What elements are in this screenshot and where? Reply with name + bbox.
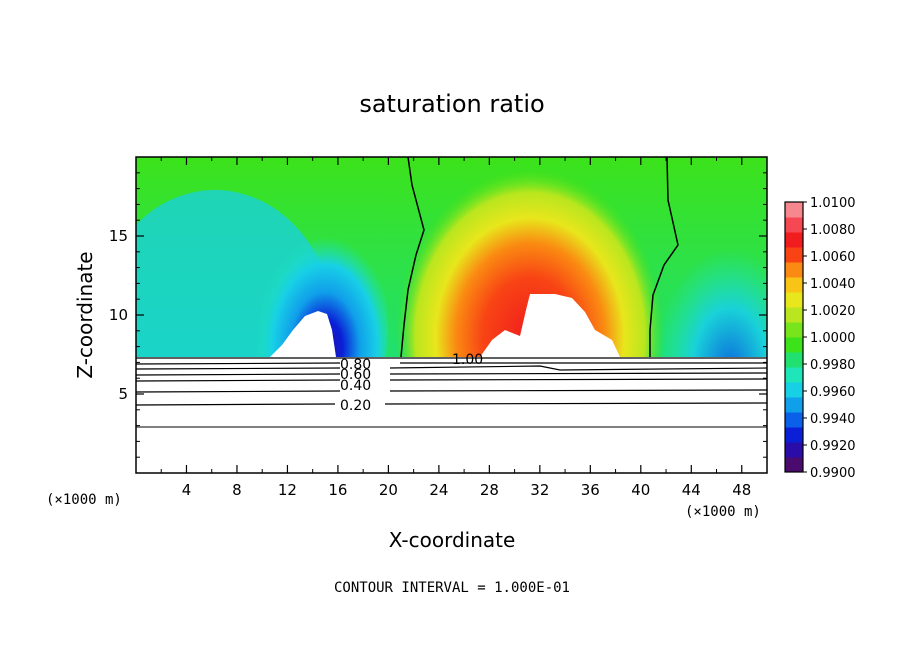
colorbar-segment bbox=[785, 307, 803, 323]
colorbar-segment bbox=[785, 457, 803, 473]
colorbar-tick-label: 1.0100 bbox=[810, 196, 856, 211]
colorbar-segment bbox=[785, 217, 803, 233]
contour-label-5: 0.20 bbox=[340, 398, 371, 414]
colorbar-tick-label: 1.0040 bbox=[810, 277, 856, 292]
x-unit-left: (×1000 m) bbox=[46, 492, 122, 508]
colorbar-tick-label: 0.9900 bbox=[810, 466, 856, 481]
contour-line-6 bbox=[135, 389, 768, 393]
colorbar-segment bbox=[785, 277, 803, 293]
contour-saturation-left bbox=[400, 156, 425, 358]
colorbar-tick-label: 1.0020 bbox=[810, 304, 856, 319]
x-axis-ticks: 4 8 12 16 20 24 28 32 36 40 44 48 bbox=[160, 157, 751, 499]
x-tick-label: 36 bbox=[581, 481, 600, 499]
colorbar-segment bbox=[785, 442, 803, 458]
x-tick-label: 24 bbox=[429, 481, 448, 499]
x-tick-label: 28 bbox=[480, 481, 499, 499]
y-tick-label: 15 bbox=[109, 227, 128, 245]
colorbar-segment bbox=[785, 202, 803, 218]
white-hole-left bbox=[270, 311, 336, 357]
colorbar-tick-label: 1.0060 bbox=[810, 250, 856, 265]
colorbar-segment bbox=[785, 352, 803, 368]
contour-line-5 bbox=[135, 378, 768, 382]
colorbar-tick-label: 0.9960 bbox=[810, 385, 856, 400]
colorbar-tick-label: 0.9980 bbox=[810, 358, 856, 373]
x-axis-title: X-coordinate bbox=[389, 528, 516, 552]
y-tick-label: 10 bbox=[109, 306, 128, 324]
colorbar-segment bbox=[785, 382, 803, 398]
x-tick-label: 32 bbox=[530, 481, 549, 499]
right-cyan-region bbox=[655, 200, 767, 357]
x-tick-label: 20 bbox=[379, 481, 398, 499]
x-tick-label: 12 bbox=[278, 481, 297, 499]
colorbar-tick-label: 0.9940 bbox=[810, 412, 856, 427]
colorbar bbox=[784, 201, 804, 473]
contour-saturation-right bbox=[649, 156, 679, 357]
contour-line-3 bbox=[135, 365, 768, 371]
y-axis-title: Z-coordinate bbox=[73, 251, 97, 378]
contour-label-1: 1.00 bbox=[452, 352, 483, 368]
contour-line-4 bbox=[135, 372, 768, 376]
x-tick-label: 48 bbox=[732, 481, 751, 499]
contour-line-7 bbox=[135, 402, 768, 406]
x-tick-label: 4 bbox=[182, 481, 192, 499]
x-tick-label: 8 bbox=[232, 481, 242, 499]
colorbar-tick-label: 1.0000 bbox=[810, 331, 856, 346]
x-tick-label: 40 bbox=[631, 481, 650, 499]
white-hole-center bbox=[480, 294, 620, 357]
x-tick-label: 16 bbox=[328, 481, 347, 499]
colorbar-segment bbox=[785, 337, 803, 353]
x-tick-label: 44 bbox=[682, 481, 701, 499]
colorbar-ticks: 1.0100 1.0080 1.0060 1.0040 1.0020 1.0000 0.99… bbox=[803, 196, 856, 481]
y-tick-label: 5 bbox=[118, 385, 128, 403]
colorbar-segment bbox=[785, 232, 803, 248]
y-axis-ticks: 5 10 15 bbox=[109, 172, 767, 458]
x-unit-right: (×1000 m) bbox=[685, 504, 761, 520]
left-blue-core bbox=[248, 215, 388, 357]
colorbar-segment bbox=[785, 322, 803, 338]
contour-label-4: 0.40 bbox=[340, 378, 371, 394]
heatmap-field bbox=[136, 157, 767, 357]
colorbar-tick-label: 1.0080 bbox=[810, 223, 856, 238]
chart-title: saturation ratio bbox=[359, 90, 544, 118]
contour-label-3: 0.60 bbox=[340, 367, 371, 383]
colorbar-segment bbox=[785, 397, 803, 413]
colorbar-segment bbox=[785, 412, 803, 428]
contour-line-2 bbox=[135, 362, 767, 365]
colorbar-tick-label: 0.9920 bbox=[810, 439, 856, 454]
lower-white-layer bbox=[136, 357, 767, 473]
colorbar-segment bbox=[785, 367, 803, 383]
colorbar-segment bbox=[785, 292, 803, 308]
colorbar-segment bbox=[785, 427, 803, 443]
contour-label-2: 0.80 bbox=[340, 357, 371, 373]
colorbar-segment bbox=[785, 262, 803, 278]
contour-interval-note: CONTOUR INTERVAL = 1.000E-01 bbox=[334, 580, 570, 596]
lower-contours bbox=[135, 357, 768, 428]
central-red-core bbox=[395, 157, 665, 357]
colorbar-segment bbox=[785, 247, 803, 263]
